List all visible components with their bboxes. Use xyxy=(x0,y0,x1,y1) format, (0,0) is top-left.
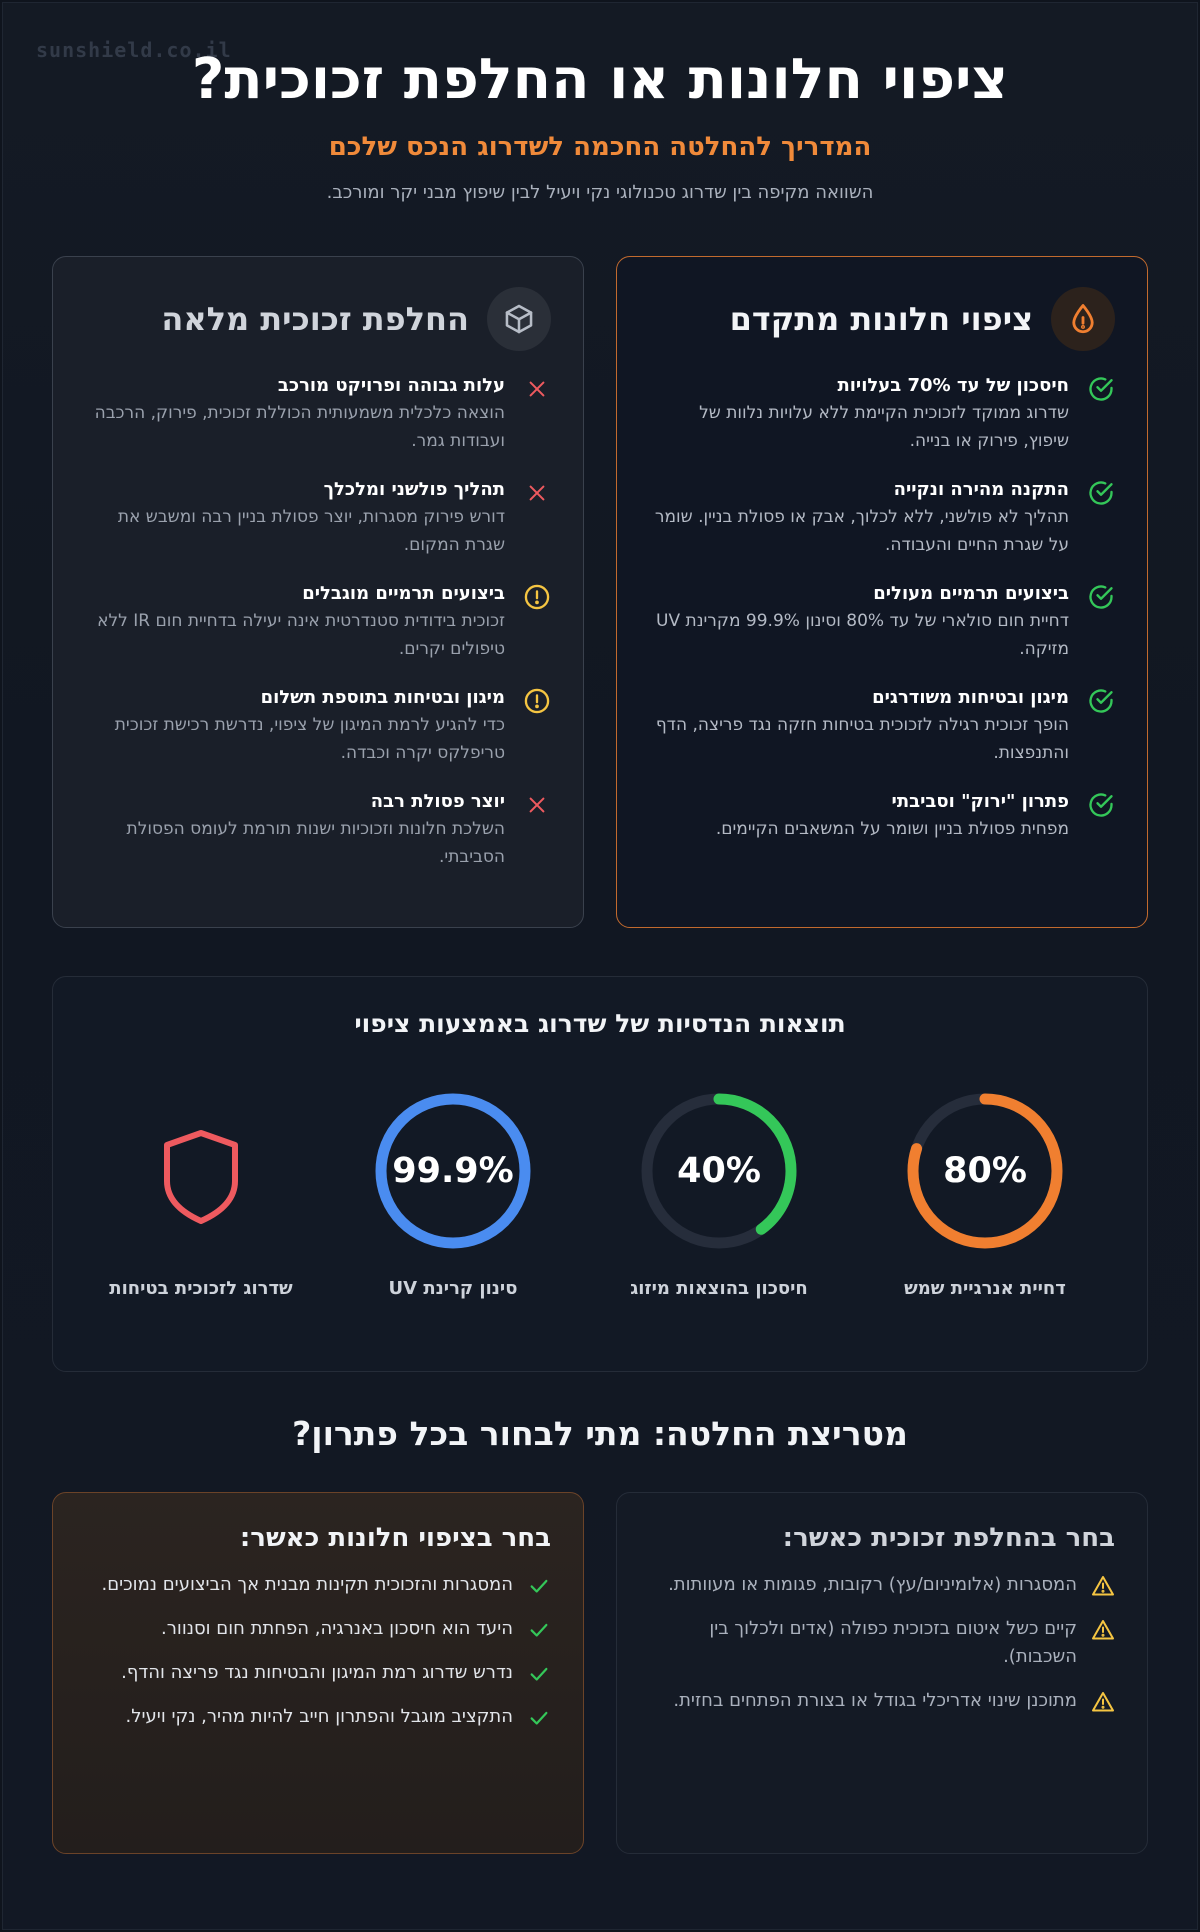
item-description: השלכת חלונות וזכוכיות ישנות תורמת לעומס … xyxy=(126,819,505,867)
stat-item: שדרוג לזכוכית בטיחות xyxy=(81,1089,321,1303)
item-text: היעד הוא חיסכון באנרגיה, הפחתת חום וסנוו… xyxy=(161,1618,513,1639)
progress-ring: 99.9% xyxy=(371,1089,535,1253)
warning-triangle-icon xyxy=(1091,1618,1115,1642)
warning-triangle-icon xyxy=(1091,1574,1115,1598)
water-drop-icon xyxy=(1051,287,1115,351)
list-item: נדרש שדרוג רמת המיגון והבטיחות נגד פריצה… xyxy=(85,1659,551,1687)
matrix-film-title: בחר בציפוי חלונות כאשר: xyxy=(239,1523,551,1553)
stat-label: דחיית אנרגיית שמש xyxy=(904,1278,1066,1299)
list-item: המסגרות והזכוכית תקינות מבנית אך הביצועי… xyxy=(85,1571,551,1599)
progress-ring-fill xyxy=(375,1093,531,1249)
list-item: מתוכנן שינוי אדריכלי בגודל או בצורת הפתח… xyxy=(649,1687,1115,1715)
item-title: פתרון "ירוק" וסביבתי xyxy=(891,791,1069,812)
item-text: התקציב מוגבל והפתרון חייב להיות מהיר, נק… xyxy=(125,1706,513,1727)
check-circle-icon xyxy=(1087,375,1115,403)
page-title: ציפוי חלונות או החלפת זכוכית? xyxy=(191,47,1009,112)
list-item: תהליך פולשני ומלכלך דורש פירוק מסגרות, יו… xyxy=(85,477,551,559)
item-title: תהליך פולשני ומלכלך xyxy=(323,479,505,500)
x-icon xyxy=(523,375,551,403)
item-description: הוצאה כלכלית משמעותית הכוללת זכוכית, פיר… xyxy=(94,403,505,451)
list-item: ביצועים תרמיים מוגבלים זכוכית בידודית סטנ… xyxy=(85,581,551,663)
check-icon xyxy=(527,1618,551,1642)
stat-label: חיסכון בהוצאות מיזוג xyxy=(630,1278,808,1299)
item-text: מתוכנן שינוי אדריכלי בגודל או בצורת הפתח… xyxy=(673,1690,1077,1711)
list-item: מיגון ובטיחות בתוספת תשלום כדי להגיע לרמת… xyxy=(85,685,551,767)
check-circle-icon xyxy=(1087,479,1115,507)
x-icon xyxy=(523,479,551,507)
item-description: כדי להגיע לרמת המיגון של ציפוי, נדרשת רכ… xyxy=(114,715,505,763)
list-item: יוצר פסולת רבה השלכת חלונות וזכוכיות ישנו… xyxy=(85,789,551,871)
list-item: התקנה מהירה ונקייה תהליך לא פולשני, ללא ל… xyxy=(649,477,1115,559)
list-item: חיסכון של עד 70% בעלויות שדרוג ממוקד לזכו… xyxy=(649,373,1115,455)
item-description: שדרוג ממוקד לזכוכית הקיימת ללא עלויות נל… xyxy=(699,403,1069,451)
progress-ring: 80% xyxy=(903,1089,1067,1253)
hero-section: ציפוי חלונות או החלפת זכוכית? המדריך להח… xyxy=(0,44,1200,206)
item-description: מפחית פסולת בניין ושומר על המשאבים הקיימ… xyxy=(715,819,1069,839)
item-text: נדרש שדרוג רמת המיגון והבטיחות נגד פריצה… xyxy=(121,1662,513,1683)
page-description: השוואה מקיפה בין שדרוג טכנולוגי נקי ויעי… xyxy=(326,182,874,203)
stat-label: שדרוג לזכוכית בטיחות xyxy=(109,1278,293,1299)
list-item: קיים כשל איטום בזכוכית כפולה (אדים ולכלו… xyxy=(649,1615,1115,1671)
check-circle-icon xyxy=(1087,687,1115,715)
item-description: זכוכית בידודית סטנדרטית אינה יעילה בדחיי… xyxy=(97,611,505,659)
results-title: תוצאות הנדסיות של שדרוג באמצעות ציפוי xyxy=(354,1009,846,1038)
list-item: המסגרות (אלומיניום/עץ) רקובות, פגומות או… xyxy=(649,1571,1115,1599)
list-item: מיגון ובטיחות משודרגים הופך זכוכית רגילה … xyxy=(649,685,1115,767)
item-title: יוצר פסולת רבה xyxy=(370,791,505,812)
item-title: התקנה מהירה ונקייה xyxy=(893,479,1069,500)
shield-icon xyxy=(119,1089,283,1253)
item-title: מיגון ובטיחות משודרגים xyxy=(872,687,1069,708)
stat-value: 99.9% xyxy=(392,1151,514,1191)
warning-circle-icon xyxy=(523,583,551,611)
stat-item: 99.9% סינון קרינת UV xyxy=(333,1089,573,1303)
matrix-title: מטריצת החלטה: מתי לבחור בכל פתרון? xyxy=(292,1414,908,1453)
film-card-title: ציפוי חלונות מתקדם xyxy=(729,300,1033,338)
stat-item: 40% חיסכון בהוצאות מיזוג xyxy=(599,1089,839,1303)
item-description: תהליך לא פולשני, ללא לכלוך, אבק או פסולת… xyxy=(654,507,1069,555)
check-icon xyxy=(527,1706,551,1730)
stat-value: 40% xyxy=(677,1151,761,1191)
film-card: ציפוי חלונות מתקדם חיסכון של עד 70% בעלו… xyxy=(616,256,1148,928)
check-icon xyxy=(527,1662,551,1686)
list-item: התקציב מוגבל והפתרון חייב להיות מהיר, נק… xyxy=(85,1703,551,1731)
results-panel: תוצאות הנדסיות של שדרוג באמצעות ציפוי 80… xyxy=(52,976,1148,1372)
stat-label: סינון קרינת UV xyxy=(388,1278,518,1299)
item-text: המסגרות (אלומיניום/עץ) רקובות, פגומות או… xyxy=(668,1574,1077,1595)
item-text: המסגרות והזכוכית תקינות מבנית אך הביצועי… xyxy=(101,1574,513,1595)
site-watermark: sunshield.co.il xyxy=(36,38,232,62)
cube-icon xyxy=(487,287,551,351)
progress-ring-fill xyxy=(641,1093,797,1249)
glass-card-title: החלפת זכוכית מלאה xyxy=(161,300,469,338)
progress-ring: 40% xyxy=(637,1089,801,1253)
item-title: חיסכון של עד 70% בעלויות xyxy=(837,375,1069,396)
stat-value: 80% xyxy=(943,1151,1027,1191)
item-text: קיים כשל איטום בזכוכית כפולה (אדים ולכלו… xyxy=(709,1618,1077,1667)
stat-item: 80% דחיית אנרגיית שמש xyxy=(865,1089,1105,1303)
item-title: עלות גבוהה ופרויקט מורכב xyxy=(277,375,505,396)
check-icon xyxy=(527,1574,551,1598)
item-title: מיגון ובטיחות בתוספת תשלום xyxy=(260,687,505,708)
check-circle-icon xyxy=(1087,583,1115,611)
list-item: עלות גבוהה ופרויקט מורכב הוצאה כלכלית משמ… xyxy=(85,373,551,455)
item-title: ביצועים תרמיים מוגבלים xyxy=(302,583,505,604)
item-description: הופך זכוכית רגילה לזכוכית בטיחות חזקה נג… xyxy=(655,715,1069,763)
matrix-glass-card: בחר בהחלפת זכוכית כאשר: המסגרות (אלומיני… xyxy=(616,1492,1148,1854)
list-item: פתרון "ירוק" וסביבתי מפחית פסולת בניין וש… xyxy=(649,789,1115,843)
item-description: דחיית חום סולארי של עד 80% וסינון 99.9% … xyxy=(656,611,1069,659)
matrix-glass-title: בחר בהחלפת זכוכית כאשר: xyxy=(782,1523,1115,1553)
progress-ring-fill xyxy=(907,1093,1063,1249)
item-title: ביצועים תרמיים מעולים xyxy=(873,583,1069,604)
list-item: היעד הוא חיסכון באנרגיה, הפחתת חום וסנוו… xyxy=(85,1615,551,1643)
matrix-film-card: בחר בציפוי חלונות כאשר: המסגרות והזכוכית… xyxy=(52,1492,584,1854)
warning-circle-icon xyxy=(523,687,551,715)
warning-triangle-icon xyxy=(1091,1690,1115,1714)
item-description: דורש פירוק מסגרות, יוצר פסולת בניין רבה … xyxy=(117,507,505,555)
x-icon xyxy=(523,791,551,819)
check-circle-icon xyxy=(1087,791,1115,819)
page-subtitle: המדריך להחלטה החכמה לשדרוג הנכס שלכם xyxy=(328,132,872,162)
list-item: ביצועים תרמיים מעולים דחיית חום סולארי של… xyxy=(649,581,1115,663)
glass-card: החלפת זכוכית מלאה עלות גבוהה ופרויקט מור… xyxy=(52,256,584,928)
